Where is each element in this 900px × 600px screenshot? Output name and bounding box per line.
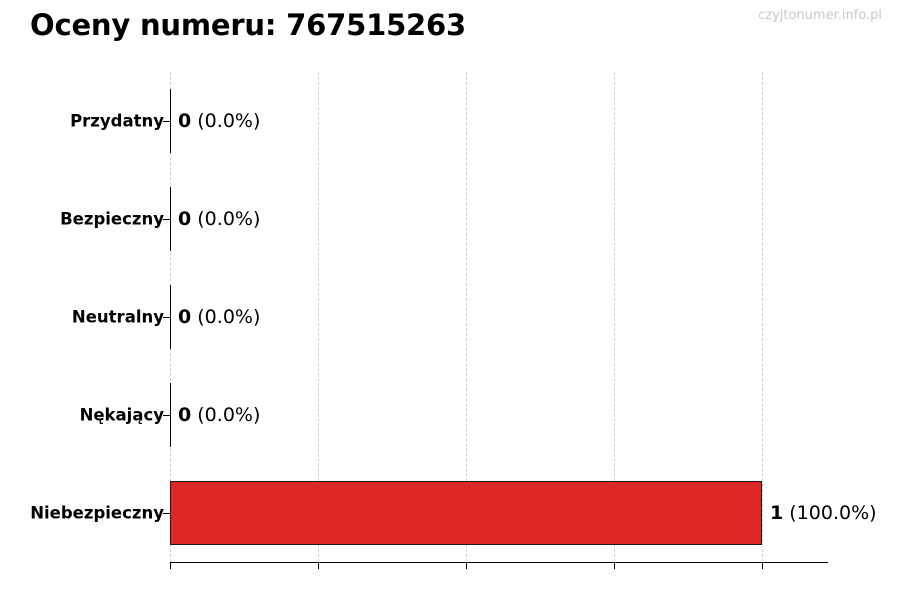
gridline-x-3: [614, 72, 615, 562]
bar-value-label: 0 (0.0%): [178, 404, 260, 426]
bar-value-label: 1 (100.0%): [770, 502, 877, 524]
category-label-nękający: Nękający: [79, 405, 164, 425]
y-axis-tick-0: [163, 121, 170, 122]
bar-row: Przydatny 0 (0.0%): [0, 89, 900, 153]
x-axis-tick-1: [318, 562, 319, 569]
page-title: Oceny numeru: 767515263: [30, 8, 466, 42]
bar-row: Nękający 0 (0.0%): [0, 383, 900, 447]
bar-percent: (100.0%): [783, 502, 877, 524]
bar-value-label: 0 (0.0%): [178, 208, 260, 230]
bar-bezpieczny: [170, 187, 171, 251]
bar-value-label: 0 (0.0%): [178, 110, 260, 132]
category-label-niebezpieczny: Niebezpieczny: [30, 503, 164, 523]
gridline-x-1: [318, 72, 319, 562]
bar-count: 0: [178, 306, 192, 328]
x-axis-tick-0: [170, 562, 171, 569]
bar-percent: (0.0%): [191, 306, 261, 328]
y-axis-tick-3: [163, 415, 170, 416]
x-axis-tick-3: [614, 562, 615, 569]
bar-row: Bezpieczny 0 (0.0%): [0, 187, 900, 251]
x-axis-tick-4: [762, 562, 763, 569]
y-axis-tick-4: [163, 513, 170, 514]
y-axis-tick-1: [163, 219, 170, 220]
bar-value-label: 0 (0.0%): [178, 306, 260, 328]
bar-nękający: [170, 383, 171, 447]
bar-count: 1: [770, 502, 784, 524]
bar-percent: (0.0%): [191, 110, 261, 132]
bar-neutralny: [170, 285, 171, 349]
bar-row: Neutralny 0 (0.0%): [0, 285, 900, 349]
gridline-x-2: [466, 72, 467, 562]
bar-przydatny: [170, 89, 171, 153]
category-label-neutralny: Neutralny: [71, 307, 164, 327]
y-axis-tick-2: [163, 317, 170, 318]
bar-count: 0: [178, 110, 192, 132]
bar-count: 0: [178, 404, 192, 426]
bar-row: Niebezpieczny 1 (100.0%): [0, 481, 900, 545]
x-axis-tick-2: [466, 562, 467, 569]
bar-count: 0: [178, 208, 192, 230]
x-axis-line: [170, 562, 828, 563]
bar-percent: (0.0%): [191, 404, 261, 426]
bar-percent: (0.0%): [191, 208, 261, 230]
bar-niebezpieczny: [170, 481, 762, 545]
category-label-bezpieczny: Bezpieczny: [60, 209, 164, 229]
site-watermark: czyjtonumer.info.pl: [758, 8, 882, 23]
category-label-przydatny: Przydatny: [70, 111, 164, 131]
gridline-x-4: [762, 72, 763, 562]
